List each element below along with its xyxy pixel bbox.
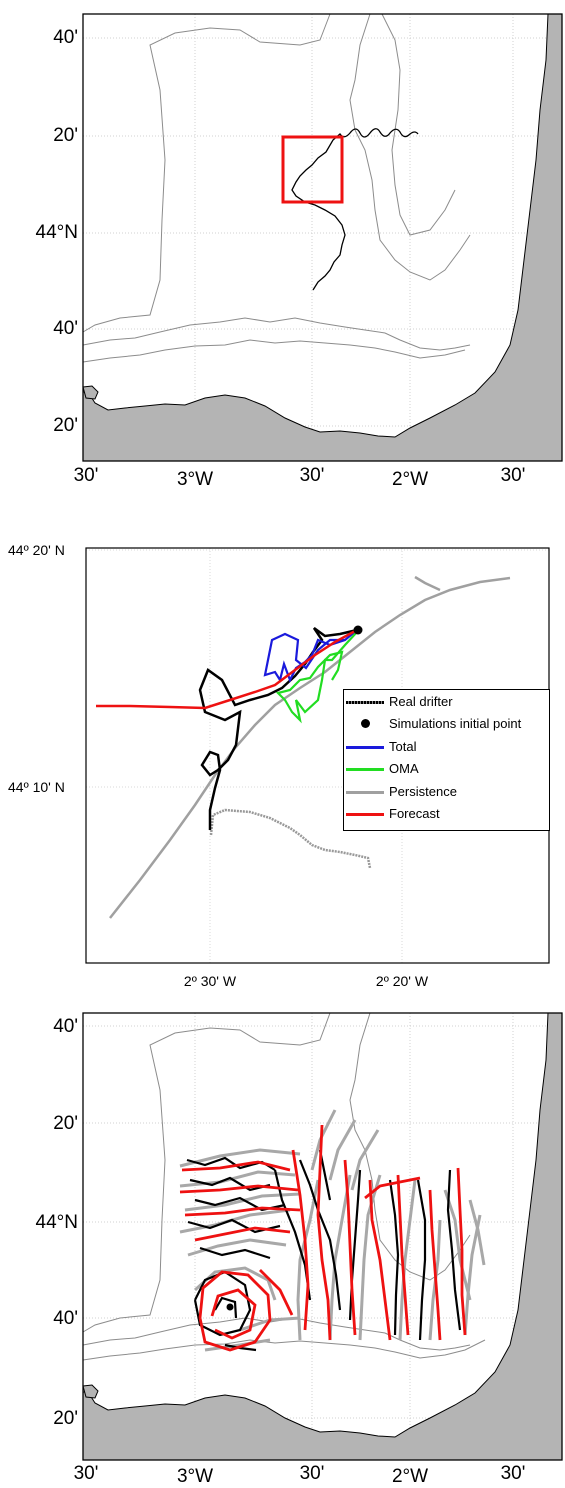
land-france-bottom xyxy=(82,1012,563,1461)
y-tick-label: 40' xyxy=(53,318,78,339)
oma-track xyxy=(275,631,358,724)
y-tick-label: 40' xyxy=(53,27,78,48)
y-tick-label: 44º 10' N xyxy=(8,779,65,795)
real-drifter-track xyxy=(198,626,358,830)
y-tick-label: 40' xyxy=(53,1308,78,1329)
bathymetry-contours-bottom xyxy=(82,1012,486,1361)
legend-label: Forecast xyxy=(389,806,440,821)
y-tick-label: 44°N xyxy=(35,1212,78,1233)
bathymetry-contours-top xyxy=(82,13,471,363)
x-tick-label: 3°W xyxy=(176,469,214,490)
legend-item-real-drifter: Real drifter xyxy=(344,693,549,711)
drifter-track-top xyxy=(291,128,419,291)
legend: Real drifter Simulations initial point T… xyxy=(343,689,550,831)
land-france xyxy=(82,13,563,462)
x-tick-label: 3°W xyxy=(176,1466,214,1487)
land-spain-detail xyxy=(82,385,99,400)
y-tick-label: 20' xyxy=(53,125,78,146)
x-tick-label: 2º 20' W xyxy=(375,973,429,989)
coastline-middle xyxy=(209,808,372,869)
map-bottom-frame xyxy=(82,1012,563,1461)
y-tick-label: 20' xyxy=(53,1113,78,1134)
y-tick-label: 20' xyxy=(53,415,78,436)
x-tick-label: 30' xyxy=(500,465,526,486)
y-tick-label: 40' xyxy=(53,1016,78,1037)
legend-swatch-oma xyxy=(346,768,384,771)
land-spain-detail-bottom xyxy=(82,1384,99,1399)
legend-swatch-persistence xyxy=(346,791,384,794)
x-tick-label: 2°W xyxy=(391,1466,429,1487)
legend-swatch-forecast xyxy=(346,813,384,816)
forecast-track xyxy=(96,628,358,710)
legend-label: Real drifter xyxy=(389,694,453,709)
legend-label: OMA xyxy=(389,761,419,776)
legend-swatch-real-drifter xyxy=(346,701,384,704)
legend-swatch-initial-point xyxy=(361,719,370,728)
y-tick-label: 44°N xyxy=(35,222,78,243)
persistence-track xyxy=(109,576,511,919)
x-tick-label: 30' xyxy=(73,1463,99,1484)
map-panel-middle: 44º 20' N 44º 10' N 2º 30' W 2º 20' W Re… xyxy=(8,542,550,989)
x-tick-label: 30' xyxy=(73,465,99,486)
legend-label: Total xyxy=(389,739,417,754)
map-panel-top: 40' 20' 44°N 40' 20' 30' 3°W 30' 2°W 30' xyxy=(0,0,565,490)
y-tick-label: 44º 20' N xyxy=(8,542,65,558)
map-top-frame xyxy=(82,13,563,462)
x-tick-label: 2º 30' W xyxy=(183,973,237,989)
legend-item-persistence: Persistence xyxy=(344,783,549,801)
legend-item-total: Total xyxy=(344,738,549,756)
x-tick-label: 30' xyxy=(299,465,325,486)
highlight-box xyxy=(281,135,344,204)
x-tick-label: 30' xyxy=(500,1463,526,1484)
map-middle-canvas xyxy=(85,547,550,964)
x-tick-label: 2°W xyxy=(391,469,429,490)
legend-item-forecast: Forecast xyxy=(344,805,549,823)
legend-label: Persistence xyxy=(389,784,457,799)
y-tick-label: 20' xyxy=(53,1408,78,1429)
persistence-start xyxy=(414,575,441,592)
legend-item-oma: OMA xyxy=(344,760,549,778)
legend-label: Simulations initial point xyxy=(389,716,522,731)
simulations-initial-point xyxy=(353,625,363,635)
legend-swatch-total xyxy=(346,746,384,749)
forecast-field xyxy=(179,1124,467,1352)
map-top-canvas xyxy=(82,13,563,462)
legend-item-initial-point: Simulations initial point xyxy=(344,715,549,733)
initial-point-marker xyxy=(226,1303,234,1311)
x-tick-label: 30' xyxy=(299,1463,325,1484)
